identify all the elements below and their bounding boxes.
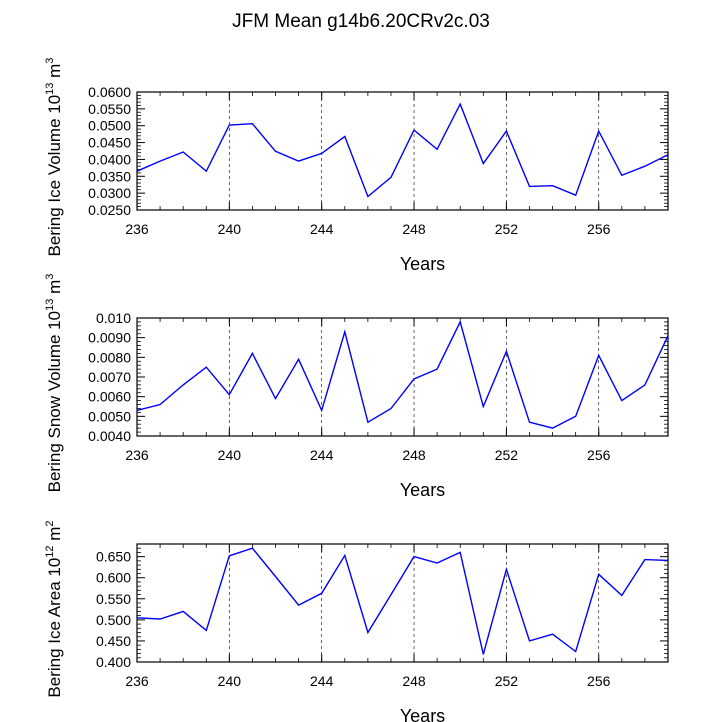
y-axis-label: Bering Ice Volume 1013 m3 [44,58,64,257]
y-tick-label: 0.500 [96,612,131,628]
x-tick-label: 236 [125,673,149,689]
y-tick-label: 0.600 [96,570,131,586]
snow-volume-panel: 236 240 244 248 252 256 0.0040 0.0050 0.0060 0.00… [44,274,669,500]
ice-volume-panel: 236 240 244 248 252 2560.02500.03000.03500.04… [44,58,669,274]
x-tick-label: 252 [495,447,519,463]
figure-title: JFM Mean g14b6.20CRv2c.03 [232,11,490,32]
y-tick-label: 0.010 [96,310,131,326]
x-tick-label: 240 [218,447,242,463]
series-line [136,102,669,198]
x-tick-label: 240 [218,221,242,237]
x-tick-label: 256 [587,447,611,463]
y-tick-label: 0.0500 [88,118,131,134]
x-tick-label: 256 [587,221,611,237]
ice-area-panel: 236 240 244 248 252 256 0.400 0.450 0.500 0.550 0.… [44,520,669,722]
x-tick-label: 236 [125,447,149,463]
plot-frame [136,543,669,663]
y-tick-label: 0.0090 [88,330,131,346]
y-tick-label: 0.0300 [88,185,131,201]
y-tick-label: 0.450 [96,633,131,649]
y-tick-label: 0.650 [96,549,131,565]
x-tick-label: 244 [310,673,334,689]
y-tick-label: 0.0550 [88,101,131,117]
x-tick-label: 244 [310,221,334,237]
plot-frame [136,91,669,211]
x-tick-label: 236 [125,221,149,237]
y-tick-label: 0.400 [96,654,131,670]
x-tick-label: 252 [495,673,519,689]
y-tick-label: 0.0450 [88,135,131,151]
y-axis-label: Bering Ice Area 1012 m2 [44,520,64,697]
y-tick-label: 0.0250 [88,202,131,218]
series-line [136,547,669,655]
x-axis-label: Years [400,254,445,274]
y-tick-label: 0.0050 [88,408,131,424]
x-tick-label: 248 [402,673,426,689]
y-tick-label: 0.0080 [88,349,131,365]
x-tick-label: 244 [310,447,334,463]
x-tick-label: 252 [495,221,519,237]
plot-frame [136,317,669,437]
x-tick-label: 240 [218,673,242,689]
y-tick-label: 0.0040 [88,428,131,444]
series-line [136,319,669,429]
y-tick-label: 0.0350 [88,168,131,184]
x-axis-label: Years [400,480,445,500]
x-tick-label: 248 [402,447,426,463]
x-axis-label: Years [400,706,445,722]
y-tick-label: 0.0070 [88,369,131,385]
y-tick-label: 0.0060 [88,389,131,405]
x-tick-label: 256 [587,673,611,689]
y-tick-label: 0.0400 [88,151,131,167]
x-tick-label: 248 [402,221,426,237]
y-axis-label: Bering Snow Volume 1013 m3 [44,274,64,493]
y-tick-label: 0.550 [96,591,131,607]
y-tick-label: 0.0600 [88,84,131,100]
